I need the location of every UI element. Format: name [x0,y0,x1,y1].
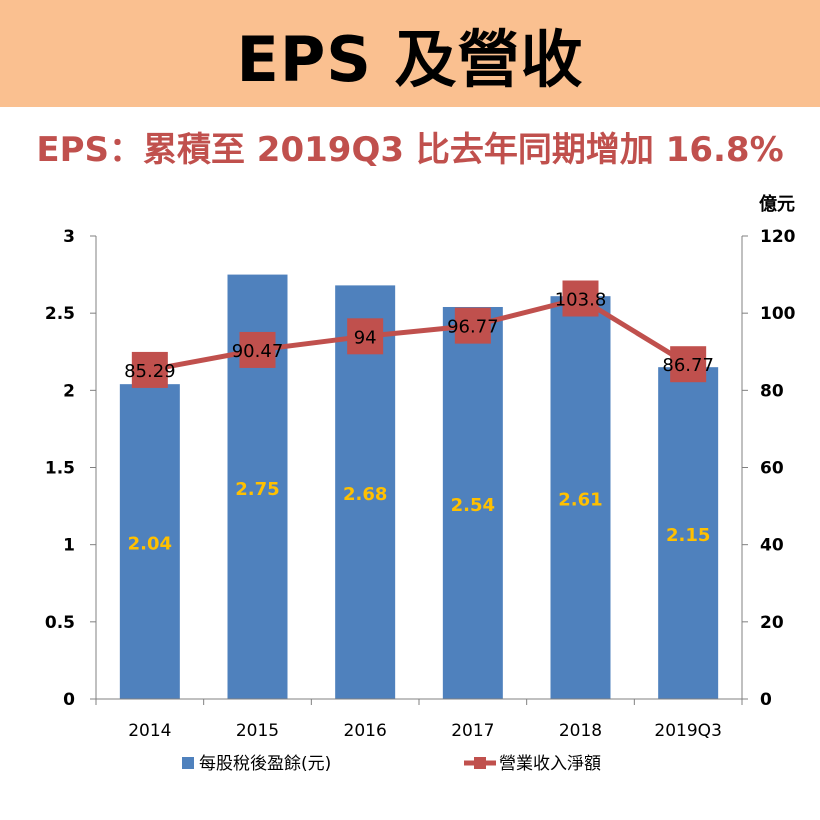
x-tick-label: 2016 [344,721,387,741]
y-right-tick-label: 0 [760,690,772,710]
eps-bar [550,296,611,699]
revenue-point [562,280,599,317]
page-title: EPS 及營收 [236,22,584,96]
y-left-tick-label: 0 [63,690,75,710]
revenue-point [131,351,168,388]
y-right-unit-label: 億元 [759,193,795,215]
revenue-point [454,307,491,344]
page-subtitle: EPS：累積至 2019Q3 比去年同期增加 16.8% [36,130,784,170]
y-right-tick-label: 100 [760,304,796,324]
revenue-value-label: 96.77 [447,317,499,338]
y-left-tick-label: 1.5 [45,459,75,479]
legend-swatch-revenue [474,757,486,769]
y-right-tick-label: 20 [760,613,784,633]
y-left-tick-label: 2.5 [45,304,75,324]
y-right-tick-label: 120 [760,227,796,247]
bar-value-label: 2.54 [451,495,495,516]
x-tick-label: 2017 [451,721,494,741]
revenue-point [239,331,276,368]
bar-value-label: 2.15 [666,525,710,546]
x-tick-label: 2018 [559,721,602,741]
revenue-value-label: 85.29 [124,361,176,382]
revenue-value-label: 103.8 [555,290,607,311]
y-left-tick-label: 3 [63,227,75,247]
y-left-tick-label: 2 [63,381,75,401]
x-tick-label: 2014 [128,721,171,741]
eps-bar [658,367,719,699]
legend-swatch-eps [182,757,194,769]
legend-label-revenue: 營業收入淨額 [499,754,601,774]
x-tick-label: 2019Q3 [654,721,721,741]
eps-bar [119,384,180,699]
legend-label-eps: 每股稅後盈餘(元) [199,754,331,774]
revenue-point [670,346,707,383]
eps-bar [335,285,396,699]
bar-value-label: 2.68 [343,484,387,505]
bar-value-label: 2.04 [128,534,172,555]
bar-value-label: 2.75 [235,479,279,500]
y-left-tick-label: 1 [63,536,75,556]
bar-value-label: 2.61 [558,490,602,511]
x-tick-label: 2015 [236,721,279,741]
eps-bar [442,306,503,699]
revenue-value-label: 90.47 [232,341,284,362]
revenue-value-label: 94 [354,327,377,348]
revenue-value-label: 86.77 [662,355,714,376]
y-right-tick-label: 40 [760,536,784,556]
revenue-point [347,318,384,355]
y-right-tick-label: 60 [760,459,784,479]
y-right-tick-label: 80 [760,381,784,401]
title-banner: EPS 及營收 [0,0,820,107]
y-left-tick-label: 0.5 [45,613,75,633]
